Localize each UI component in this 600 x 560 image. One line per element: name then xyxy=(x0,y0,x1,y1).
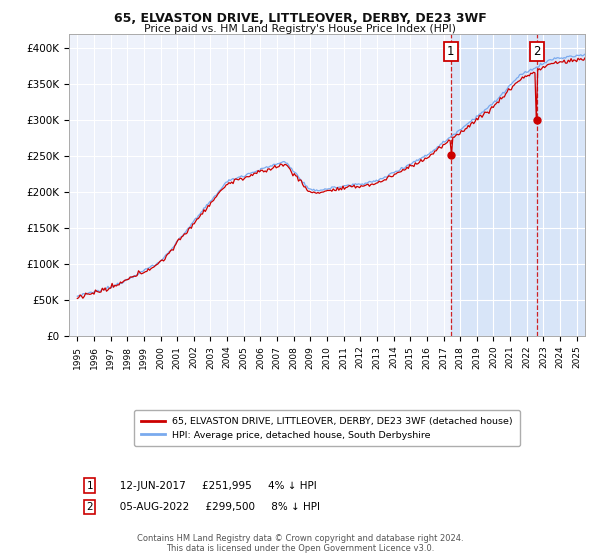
Text: 2: 2 xyxy=(86,502,93,512)
Bar xyxy=(451,34,600,336)
Text: Price paid vs. HM Land Registry's House Price Index (HPI): Price paid vs. HM Land Registry's House … xyxy=(144,24,456,34)
Text: Contains HM Land Registry data © Crown copyright and database right 2024.
This d: Contains HM Land Registry data © Crown c… xyxy=(137,534,463,553)
Text: 1: 1 xyxy=(447,45,455,58)
Text: 05-AUG-2022     £299,500     8% ↓ HPI: 05-AUG-2022 £299,500 8% ↓ HPI xyxy=(110,502,320,512)
Text: 65, ELVASTON DRIVE, LITTLEOVER, DERBY, DE23 3WF: 65, ELVASTON DRIVE, LITTLEOVER, DERBY, D… xyxy=(113,12,487,25)
Legend: 65, ELVASTON DRIVE, LITTLEOVER, DERBY, DE23 3WF (detached house), HPI: Average p: 65, ELVASTON DRIVE, LITTLEOVER, DERBY, D… xyxy=(134,410,520,446)
Text: 1: 1 xyxy=(86,480,93,491)
Text: 2: 2 xyxy=(533,45,541,58)
Text: 12-JUN-2017     £251,995     4% ↓ HPI: 12-JUN-2017 £251,995 4% ↓ HPI xyxy=(110,480,317,491)
